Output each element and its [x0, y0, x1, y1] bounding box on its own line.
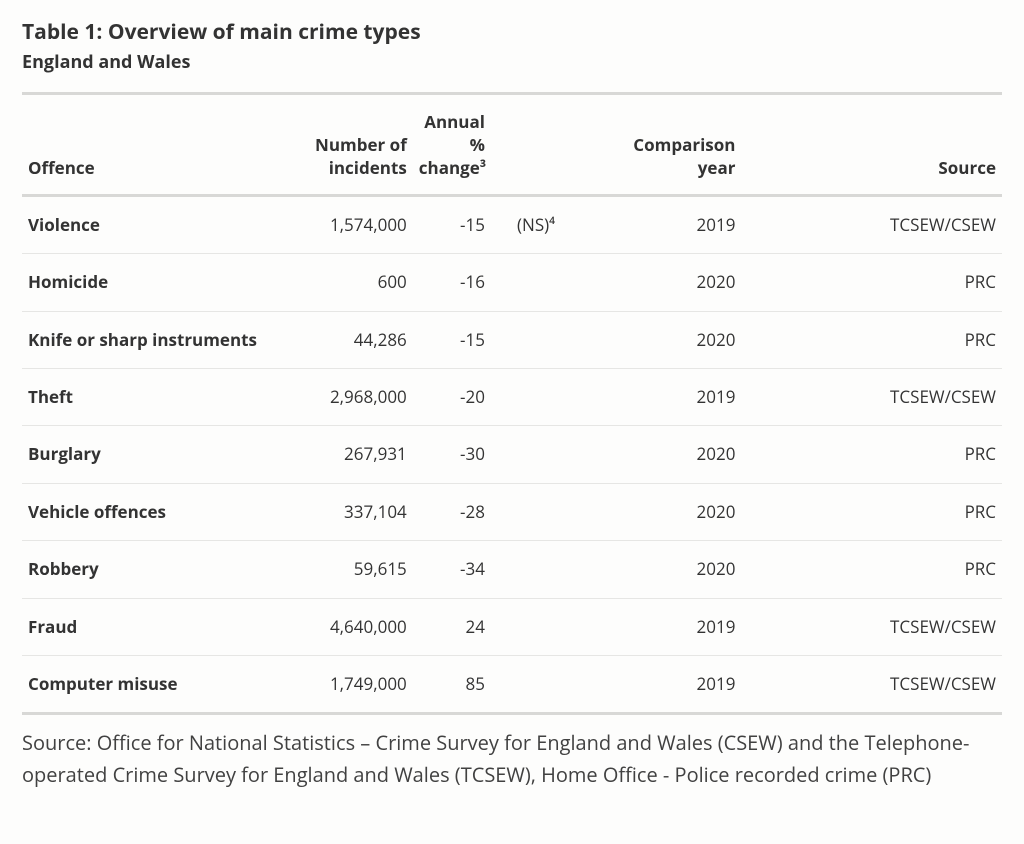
- cell-change: 85: [413, 655, 491, 713]
- cell-incidents: 267,931: [268, 426, 413, 483]
- cell-source: PRC: [741, 311, 1002, 368]
- table-body: Violence 1,574,000 -15 (NS)⁴ 2019 TCSEW/…: [22, 195, 1002, 714]
- col-header-incidents: Number ofincidents: [268, 94, 413, 196]
- table-row: Vehicle offences 337,104 -28 2020 PRC: [22, 483, 1002, 540]
- cell-offence: Robbery: [22, 541, 268, 598]
- table-source-note: Source: Office for National Statistics –…: [22, 727, 1002, 791]
- cell-change: -20: [413, 368, 491, 425]
- cell-incidents: 2,968,000: [268, 368, 413, 425]
- cell-change: -30: [413, 426, 491, 483]
- cell-sig: [491, 598, 561, 655]
- table-header-row: Offence Number ofincidents Annual% chang…: [22, 94, 1002, 196]
- cell-sig: [491, 254, 561, 311]
- cell-source: TCSEW/CSEW: [741, 368, 1002, 425]
- table-row: Burglary 267,931 -30 2020 PRC: [22, 426, 1002, 483]
- cell-offence: Burglary: [22, 426, 268, 483]
- table-subtitle: England and Wales: [22, 50, 1002, 74]
- cell-year: 2019: [561, 655, 741, 713]
- cell-incidents: 59,615: [268, 541, 413, 598]
- cell-sig: [491, 311, 561, 368]
- table-row: Robbery 59,615 -34 2020 PRC: [22, 541, 1002, 598]
- cell-source: TCSEW/CSEW: [741, 598, 1002, 655]
- cell-year: 2020: [561, 541, 741, 598]
- cell-offence: Computer misuse: [22, 655, 268, 713]
- cell-sig: [491, 368, 561, 425]
- cell-offence: Violence: [22, 195, 268, 253]
- cell-offence: Homicide: [22, 254, 268, 311]
- cell-sig: (NS)⁴: [491, 195, 561, 253]
- cell-incidents: 44,286: [268, 311, 413, 368]
- cell-change: 24: [413, 598, 491, 655]
- cell-incidents: 1,574,000: [268, 195, 413, 253]
- cell-offence: Knife or sharp instruments: [22, 311, 268, 368]
- cell-sig: [491, 541, 561, 598]
- cell-change: -15: [413, 195, 491, 253]
- cell-incidents: 1,749,000: [268, 655, 413, 713]
- table-row: Computer misuse 1,749,000 85 2019 TCSEW/…: [22, 655, 1002, 713]
- cell-offence: Vehicle offences: [22, 483, 268, 540]
- cell-source: TCSEW/CSEW: [741, 195, 1002, 253]
- cell-incidents: 337,104: [268, 483, 413, 540]
- cell-source: PRC: [741, 483, 1002, 540]
- cell-source: TCSEW/CSEW: [741, 655, 1002, 713]
- cell-year: 2020: [561, 254, 741, 311]
- col-header-offence: Offence: [22, 94, 268, 196]
- cell-source: PRC: [741, 426, 1002, 483]
- cell-change: -34: [413, 541, 491, 598]
- col-header-year: Comparisonyear: [561, 94, 741, 196]
- table-row: Violence 1,574,000 -15 (NS)⁴ 2019 TCSEW/…: [22, 195, 1002, 253]
- table-row: Theft 2,968,000 -20 2019 TCSEW/CSEW: [22, 368, 1002, 425]
- cell-source: PRC: [741, 541, 1002, 598]
- cell-year: 2019: [561, 195, 741, 253]
- cell-change: -28: [413, 483, 491, 540]
- table-row: Fraud 4,640,000 24 2019 TCSEW/CSEW: [22, 598, 1002, 655]
- cell-source: PRC: [741, 254, 1002, 311]
- cell-change: -15: [413, 311, 491, 368]
- cell-year: 2020: [561, 483, 741, 540]
- table-row: Knife or sharp instruments 44,286 -15 20…: [22, 311, 1002, 368]
- cell-change: -16: [413, 254, 491, 311]
- cell-offence: Fraud: [22, 598, 268, 655]
- cell-year: 2020: [561, 311, 741, 368]
- cell-offence: Theft: [22, 368, 268, 425]
- table-title: Table 1: Overview of main crime types: [22, 18, 1002, 46]
- cell-incidents: 4,640,000: [268, 598, 413, 655]
- crime-table: Offence Number ofincidents Annual% chang…: [22, 92, 1002, 715]
- cell-sig: [491, 655, 561, 713]
- cell-incidents: 600: [268, 254, 413, 311]
- cell-sig: [491, 426, 561, 483]
- col-header-sig: [491, 94, 561, 196]
- col-header-change: Annual% change³: [413, 94, 491, 196]
- cell-sig: [491, 483, 561, 540]
- table-row: Homicide 600 -16 2020 PRC: [22, 254, 1002, 311]
- cell-year: 2019: [561, 368, 741, 425]
- col-header-source: Source: [741, 94, 1002, 196]
- cell-year: 2019: [561, 598, 741, 655]
- cell-year: 2020: [561, 426, 741, 483]
